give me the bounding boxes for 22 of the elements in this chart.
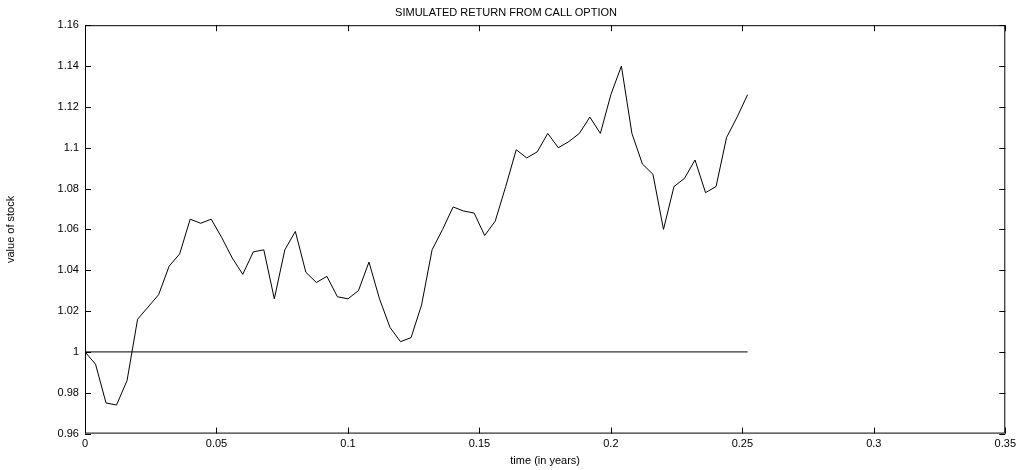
x-tick-label: 0.35 — [994, 437, 1017, 450]
y-axis-title: value of stock — [3, 195, 16, 264]
y-tick-label: 1 — [72, 344, 79, 357]
y-tick-label: 1.16 — [57, 18, 79, 31]
y-tick-label: 0.98 — [57, 385, 79, 398]
x-tick-label: 0.3 — [866, 437, 882, 450]
x-tick-label: 0.25 — [731, 437, 754, 450]
chart-title: SIMULATED RETURN FROM CALL OPTION — [395, 5, 617, 18]
y-tick-label: 1.06 — [57, 222, 79, 235]
x-tick-label: 0.15 — [468, 437, 491, 450]
y-tick-label: 1.02 — [57, 304, 79, 317]
y-tick-label: 1.08 — [57, 181, 79, 194]
x-axis-title: time (in years) — [510, 454, 580, 467]
y-tick-label: 1.12 — [57, 99, 79, 112]
x-tick-label: 0.2 — [603, 437, 619, 450]
y-tick-label: 1.04 — [57, 263, 79, 276]
x-tick-label: 0.05 — [205, 437, 228, 450]
y-tick-label: 1.14 — [57, 59, 79, 72]
x-tick-label: 0.1 — [340, 437, 356, 450]
y-tick-label: 0.96 — [57, 426, 79, 439]
x-tick-label: 0 — [81, 437, 89, 450]
y-tick-label: 1.1 — [63, 140, 79, 153]
